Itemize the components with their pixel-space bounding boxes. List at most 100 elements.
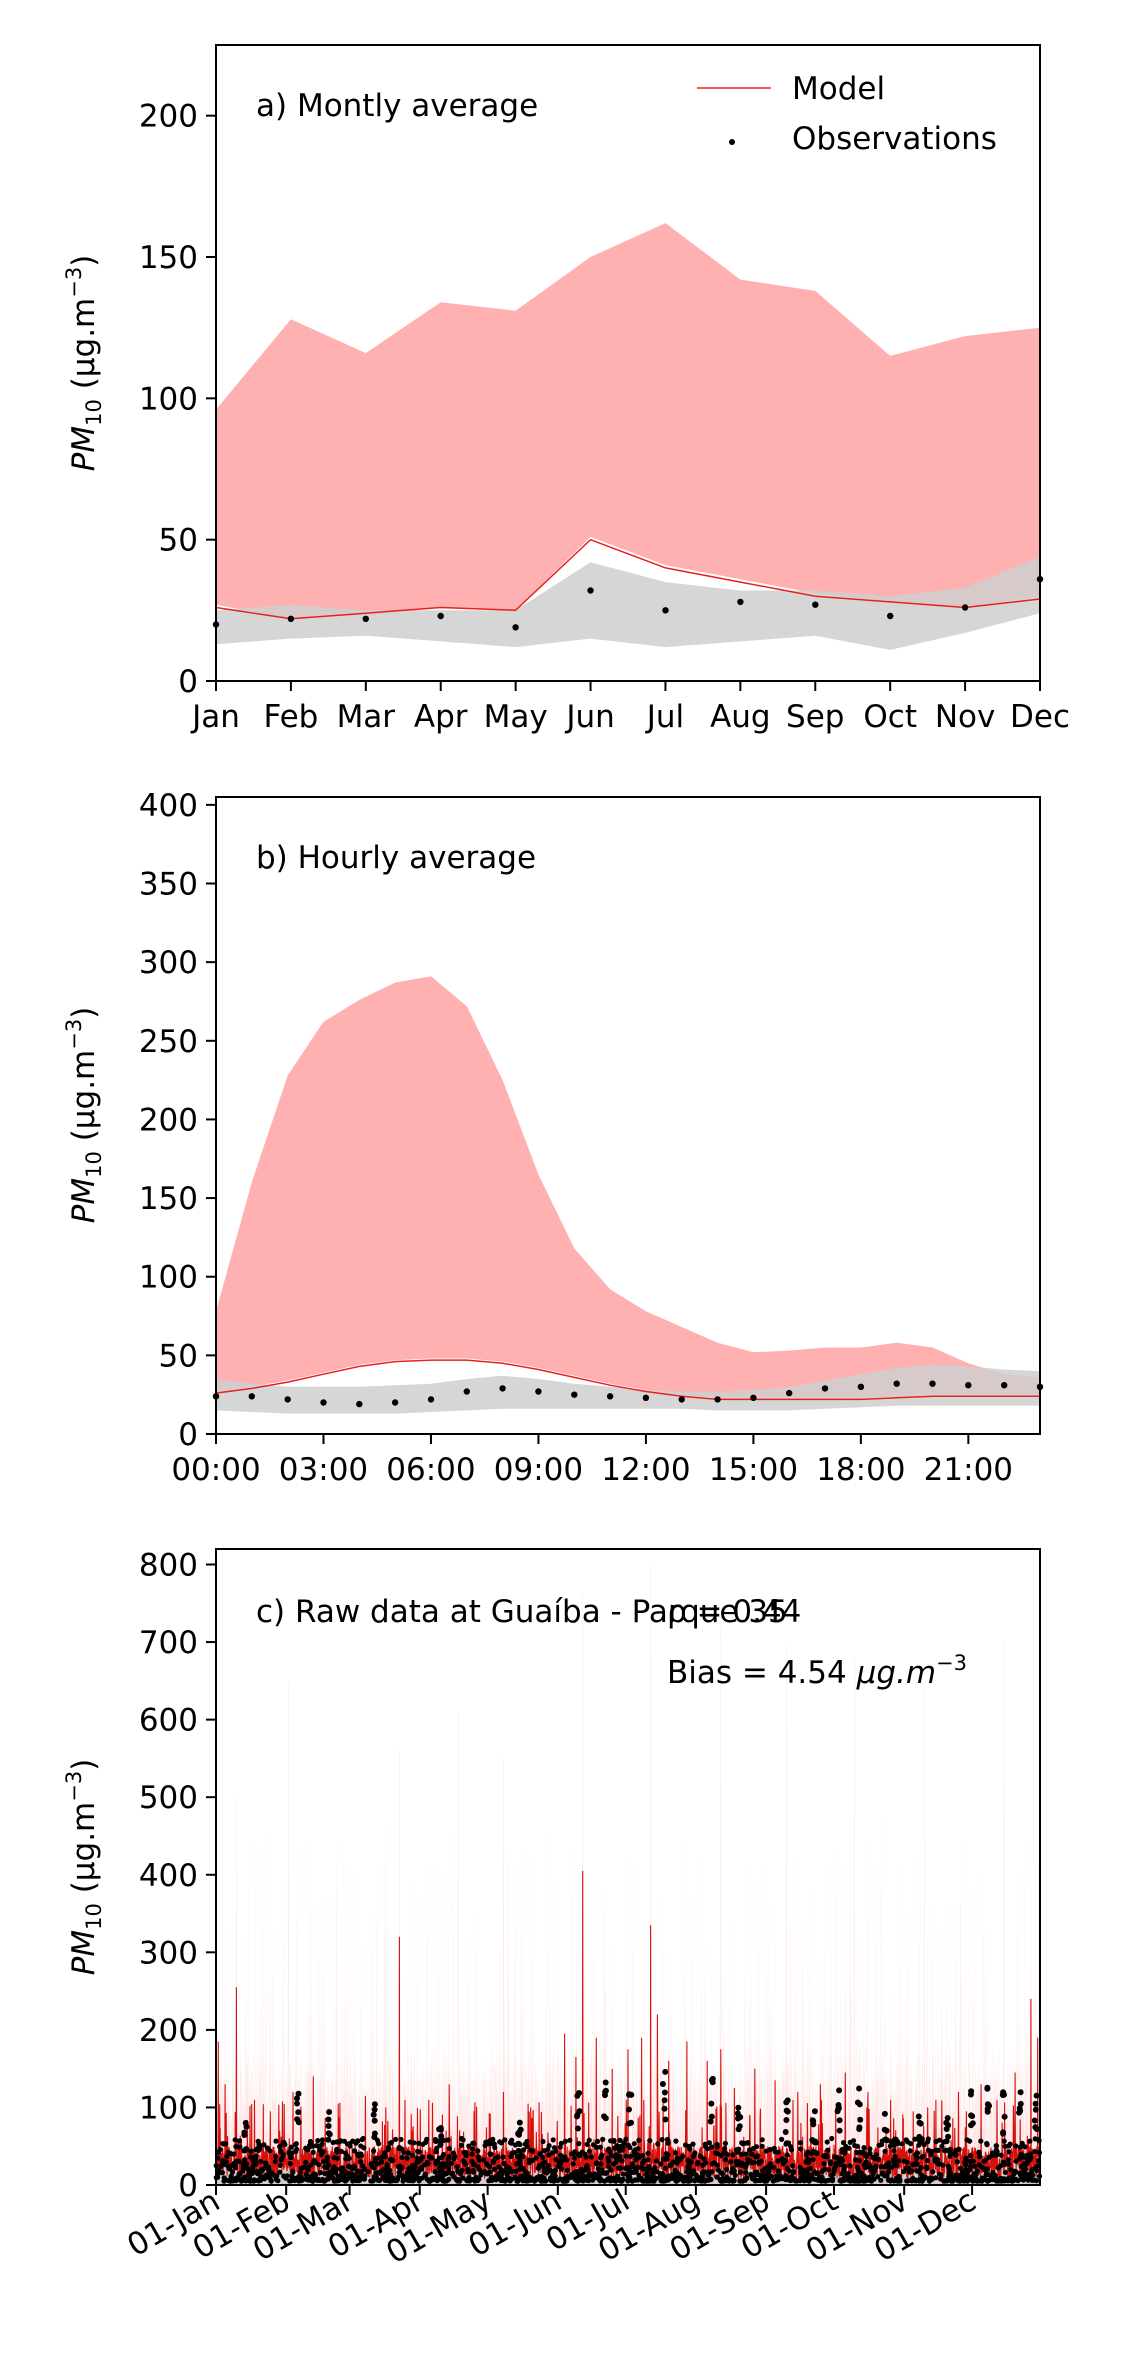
observation-point xyxy=(464,2178,470,2184)
observation-point xyxy=(830,2171,836,2177)
y-tick-label: 350 xyxy=(139,867,198,903)
observation-point xyxy=(551,2145,558,2151)
observation-point xyxy=(432,2169,438,2175)
observation-point xyxy=(594,2160,600,2166)
observation-point xyxy=(771,2165,777,2171)
observation-point xyxy=(945,2163,952,2170)
observation-point xyxy=(1022,2144,1028,2150)
observation-point xyxy=(797,2140,804,2146)
observation-point xyxy=(284,2173,290,2179)
observation-point xyxy=(925,2147,932,2153)
observation-point xyxy=(549,2150,555,2156)
observation-point xyxy=(523,2141,529,2147)
observation-point xyxy=(347,2140,353,2147)
observation-point xyxy=(296,2174,302,2180)
observation-point xyxy=(575,2151,581,2157)
observation-point xyxy=(680,2153,686,2159)
observation-point xyxy=(944,2115,951,2121)
observation-point xyxy=(378,2158,384,2164)
observation-point xyxy=(892,2139,899,2145)
observation-point xyxy=(690,2141,696,2147)
observation-point xyxy=(647,2138,653,2144)
observation-point xyxy=(287,615,295,622)
observation-point xyxy=(1028,2174,1034,2180)
observation-point xyxy=(870,2175,876,2182)
observation-point xyxy=(423,2139,429,2145)
observation-point xyxy=(893,1380,900,1387)
observation-point xyxy=(495,2154,501,2160)
observation-point xyxy=(653,2158,660,2164)
observation-point xyxy=(355,2138,361,2144)
observation-point xyxy=(887,2178,894,2184)
observation-point xyxy=(677,2175,683,2182)
x-tick-label: Jul xyxy=(645,699,684,735)
observation-point xyxy=(613,2152,620,2158)
observation-point xyxy=(511,2150,518,2156)
observation-point xyxy=(642,1394,650,1402)
observation-point xyxy=(836,2127,843,2134)
observation-point xyxy=(596,2176,603,2183)
observation-point xyxy=(884,2137,890,2144)
y-tick-label: 100 xyxy=(139,381,198,417)
observation-point xyxy=(1013,2158,1019,2164)
observation-point xyxy=(569,2171,575,2177)
observation-point xyxy=(507,2178,513,2184)
observation-point xyxy=(221,2161,227,2168)
observation-point xyxy=(670,2159,676,2165)
observation-point xyxy=(784,2152,790,2158)
observation-point xyxy=(357,2173,364,2179)
observation-point xyxy=(722,2145,728,2152)
observation-point xyxy=(824,2139,830,2145)
observation-point xyxy=(735,2126,742,2133)
x-tick-label: Feb xyxy=(263,699,318,735)
observation-point xyxy=(371,2106,378,2113)
observation-point xyxy=(620,2171,627,2177)
observation-point xyxy=(1010,2176,1016,2182)
observation-point xyxy=(821,1385,829,1392)
observation-point xyxy=(398,2136,404,2143)
observation-point xyxy=(824,2154,830,2160)
observation-point xyxy=(597,2144,604,2150)
observation-point xyxy=(807,2165,814,2171)
observation-point xyxy=(967,2091,974,2098)
observation-point xyxy=(625,2178,631,2184)
observation-point xyxy=(294,2146,300,2152)
observation-point xyxy=(615,2165,621,2171)
observation-point xyxy=(492,2144,498,2150)
observation-point xyxy=(622,2165,629,2171)
observation-point xyxy=(785,2140,792,2146)
observation-point xyxy=(901,2158,908,2164)
observation-point xyxy=(976,2178,982,2184)
observation-point xyxy=(851,2178,857,2184)
observation-point xyxy=(927,2175,933,2181)
x-tick-label: Oct xyxy=(863,699,917,735)
observation-point xyxy=(371,2130,378,2137)
panel-c-label: c) Raw data at Guaíba - Parque 35 xyxy=(256,1594,788,1630)
observation-point xyxy=(887,2143,893,2149)
observation-point xyxy=(470,2146,476,2152)
observation-point xyxy=(342,2178,348,2184)
observation-point xyxy=(393,2136,399,2142)
observation-point xyxy=(446,2154,452,2160)
x-tick-label: Jan xyxy=(190,699,240,735)
observation-point xyxy=(297,2169,303,2175)
observation-point xyxy=(804,2173,810,2179)
observation-point xyxy=(876,2142,882,2148)
observation-point xyxy=(935,2147,942,2153)
observation-point xyxy=(783,2117,790,2123)
observation-point xyxy=(929,1380,936,1387)
observation-point xyxy=(879,2171,885,2177)
observation-point xyxy=(1001,1382,1008,1389)
observation-point xyxy=(448,2160,454,2167)
x-tick-label: Apr xyxy=(414,699,468,735)
observation-point xyxy=(368,2178,374,2184)
observation-point xyxy=(319,2137,326,2143)
observation-point xyxy=(498,2177,504,2183)
observation-point xyxy=(633,2156,640,2162)
panel-c-correlation: ρ = 0.44 xyxy=(667,1594,801,1630)
observation-point xyxy=(324,2171,330,2177)
y-tick-label: 250 xyxy=(139,1024,198,1060)
observation-point xyxy=(287,2161,293,2167)
observation-point xyxy=(546,2143,552,2149)
observation-point xyxy=(920,2153,927,2159)
